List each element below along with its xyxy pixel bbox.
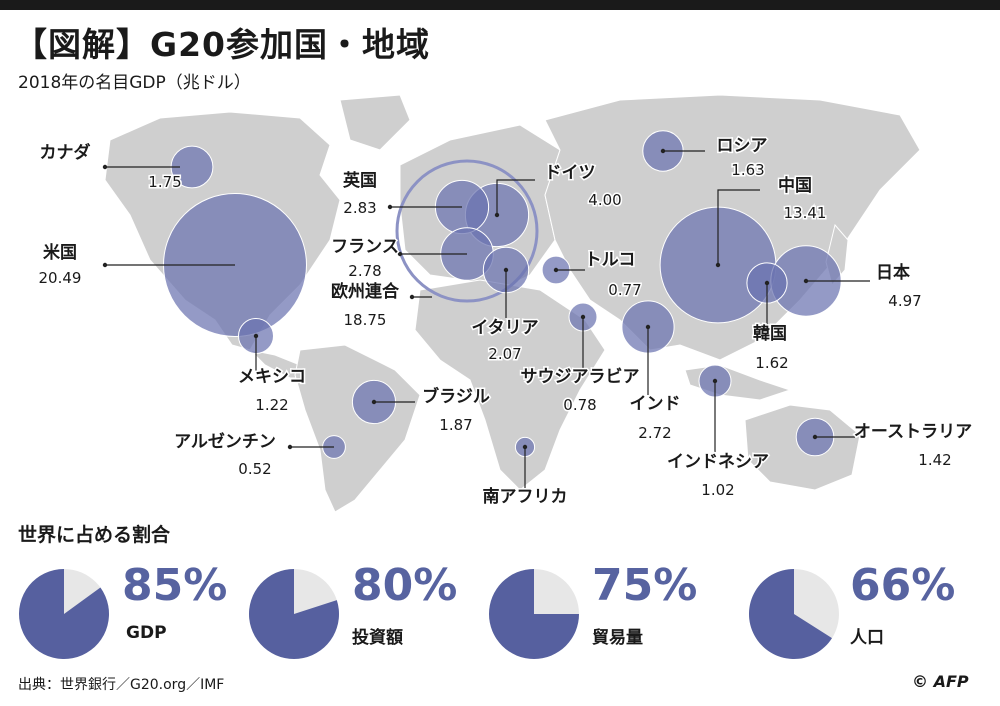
pie-slice-1 [249, 569, 340, 659]
leader-dot-5 [387, 204, 393, 210]
source-note: 出典：世界銀行／G20.org／IMF [18, 677, 225, 693]
afp-credit: © AFP [912, 672, 969, 691]
country-value-4: 0.52 [238, 460, 271, 478]
pie-percent-3: 66% [850, 560, 956, 611]
leader-dot-11 [580, 314, 586, 320]
pie-3 [748, 569, 839, 659]
pie-1 [249, 569, 340, 659]
pie-slice-3 [748, 569, 832, 659]
leader-dot-15 [803, 278, 809, 284]
leader-lines [102, 148, 870, 488]
country-value-0: 1.75 [148, 173, 181, 191]
africa-shape [414, 279, 606, 491]
pie-0 [19, 569, 110, 659]
pie-percent-2: 75% [592, 560, 698, 611]
country-labels: カナダ 1.75 米国 20.49 メキシコ 1.22 ブラジル 1.87 アルゼンチン 0.52… [37, 135, 974, 516]
country-value-17: 2.72 [638, 424, 671, 442]
country-name-8: イタリア [471, 318, 538, 338]
country-name-7: フランス [331, 237, 399, 257]
country-name-2: メキシコ [238, 367, 306, 387]
country-value-10: 0.77 [608, 281, 641, 299]
country-value-11: 0.78 [563, 396, 596, 414]
pie-label-2: 貿易量 [592, 628, 643, 648]
country-name-17: インド [630, 394, 681, 414]
bubble-9 [395, 159, 539, 303]
country-name-4: アルゼンチン [174, 431, 276, 452]
country-value-5: 2.83 [343, 199, 376, 217]
page-subtitle: 2018年の名目GDP（兆ドル） [18, 73, 251, 93]
country-name-5: 英国 [343, 170, 377, 191]
country-name-11: サウジアラビア [521, 367, 640, 387]
share-title: 世界に占める割合 [18, 524, 171, 546]
pie-percent-0: 85% [122, 560, 228, 611]
country-value-9: 18.75 [344, 311, 387, 329]
country-name-16: 韓国 [753, 323, 787, 344]
country-name-1: 米国 [43, 242, 77, 263]
country-name-6: ドイツ [545, 163, 596, 183]
pie-percent-1: 80% [352, 560, 458, 611]
country-name-14: 中国 [778, 175, 812, 196]
leader-dot-6 [494, 212, 500, 218]
country-value-6: 4.00 [588, 191, 621, 209]
country-value-15: 4.97 [888, 292, 921, 310]
leader-dot-12 [522, 444, 528, 450]
country-value-13: 1.63 [731, 161, 764, 179]
country-value-2: 1.22 [255, 396, 288, 414]
leader-dot-18 [712, 378, 718, 384]
country-value-3: 1.87 [439, 416, 472, 434]
pie-2 [489, 569, 579, 659]
country-value-18: 1.02 [701, 481, 734, 499]
country-name-18: インドネシア [667, 452, 769, 472]
country-value-14: 13.41 [784, 204, 827, 222]
leader-dot-10 [553, 267, 559, 273]
country-name-19: オーストラリア [854, 422, 972, 442]
country-name-10: トルコ [585, 250, 636, 270]
country-value-19: 1.42 [918, 451, 951, 469]
leader-dot-8 [503, 267, 509, 273]
leader-dot-17 [645, 324, 651, 330]
leader-dot-14 [715, 262, 721, 268]
country-name-12: 南アフリカ [483, 486, 568, 507]
country-value-16: 1.62 [755, 354, 788, 372]
country-name-9: 欧州連合 [331, 281, 400, 302]
leader-dot-1 [102, 262, 108, 268]
south-america-shape [294, 344, 421, 513]
greenland-shape [339, 94, 411, 151]
pie-label-1: 投資額 [352, 628, 403, 648]
leader-dot-16 [764, 280, 770, 286]
top-bar [0, 0, 1000, 10]
leader-dot-9 [409, 294, 415, 300]
leader-dot-3 [371, 399, 377, 405]
pie-slice-0 [19, 569, 110, 659]
country-name-0: カナダ [40, 142, 91, 163]
pie-slice-2 [489, 569, 579, 659]
country-value-7: 2.78 [348, 262, 381, 280]
leader-dot-19 [812, 434, 818, 440]
pie-label-0: GDP [126, 623, 167, 643]
leader-line-6 [496, 179, 535, 215]
pie-label-3: 人口 [850, 628, 884, 648]
leader-dot-7 [397, 251, 403, 257]
leader-dot-13 [660, 148, 666, 154]
country-name-3: ブラジル [422, 386, 490, 407]
leader-dot-0 [102, 164, 108, 170]
leader-dot-4 [287, 444, 293, 450]
leader-line-14 [717, 189, 760, 265]
country-value-8: 2.07 [488, 345, 521, 363]
country-value-1: 20.49 [39, 269, 82, 287]
country-name-13: ロシア [717, 136, 768, 156]
country-name-15: 日本 [876, 262, 910, 283]
page-title: 【図解】G20参加国・地域 [14, 25, 431, 64]
leader-dot-2 [253, 333, 259, 339]
world-map: カナダ 1.75 米国 20.49 メキシコ 1.22 ブラジル 1.87 アルゼンチン 0.52… [37, 94, 974, 516]
